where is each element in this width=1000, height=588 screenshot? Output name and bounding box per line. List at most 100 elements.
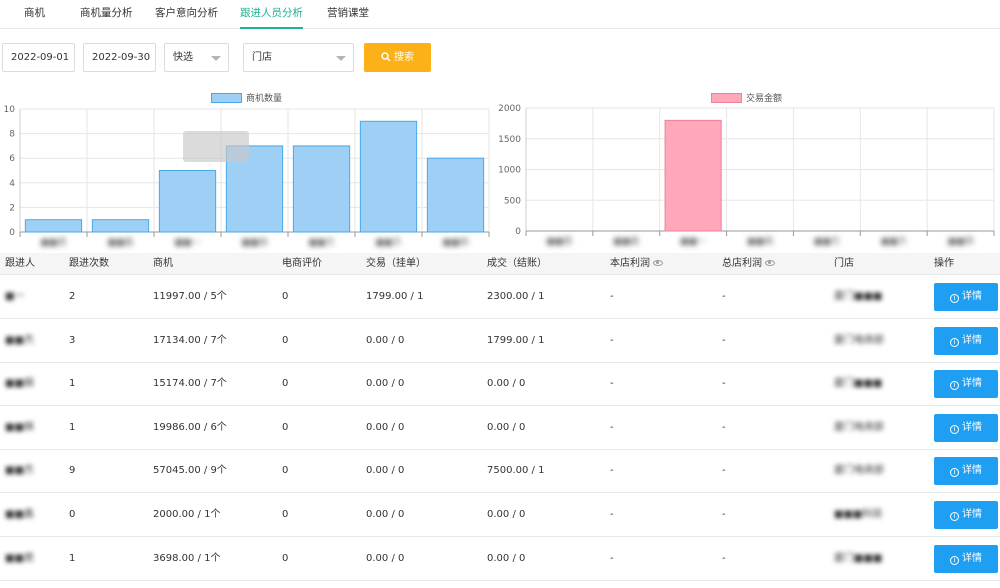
x-tick-label: ■■鑫 xyxy=(107,236,133,248)
detail-button-label: 详情 xyxy=(962,378,982,390)
follower-name: ■■鑫 xyxy=(5,509,34,520)
info-icon: i xyxy=(950,294,959,303)
info-icon: i xyxy=(950,555,959,565)
detail-button[interactable]: i 详情 xyxy=(934,283,998,311)
opportunity-summary: 19986.00 / 6个 xyxy=(153,421,227,433)
transaction-amount-chart: 0 500 1000 1500 2000 ■■君 ■■鑫 ■■一 ■■娟 ■■杰 ■■杰 ■■棋 xyxy=(498,104,995,247)
col-actions: 操作 xyxy=(934,258,954,269)
chart1-legend[interactable]: 商机数量 xyxy=(211,91,282,104)
x-tick-label: ■■杰 xyxy=(308,236,334,248)
detail-button[interactable]: i 详情 xyxy=(934,413,998,442)
detail-button-label: 详情 xyxy=(962,421,982,433)
store-name: 厦门电商部 xyxy=(834,421,884,433)
tab-opportunities[interactable]: 商机 xyxy=(24,7,45,19)
quick-select-value: 快选 xyxy=(173,52,193,63)
opportunity-count-chart: 0 2 4 6 8 10 ■■君 ■■鑫 ■■一 ■■娟 ■■杰 ■■杰 ■■棋 xyxy=(4,105,490,248)
x-tick-label: ■■杰 xyxy=(375,236,401,248)
tab-opportunity-analysis[interactable]: 商机量分析 xyxy=(80,7,133,19)
detail-button-label: 详情 xyxy=(962,334,982,346)
opportunity-summary: 11997.00 / 5个 xyxy=(153,291,227,302)
y-tick-label: 500 xyxy=(504,196,521,206)
x-tick-label: ■■鑫 xyxy=(613,235,639,247)
col-store[interactable]: 门店 xyxy=(834,258,854,269)
chart2-legend[interactable]: 交易金额 xyxy=(711,91,782,104)
chart1-legend-label: 商机数量 xyxy=(246,94,283,104)
deal-summary: 0.00 / 0 xyxy=(487,378,526,390)
store-select-value: 门店 xyxy=(252,52,272,63)
detail-button[interactable]: i 详情 xyxy=(934,457,998,486)
table-row: ■一 2 11997.00 / 5个 0 1799.00 / 1 2300.00 / 1 -… xyxy=(0,275,1000,319)
search-icon xyxy=(381,52,391,62)
x-tick-label: ■■一 xyxy=(174,238,200,248)
store-profit: - xyxy=(610,291,614,302)
y-tick-label: 2000 xyxy=(498,104,521,114)
detail-button-label: 详情 xyxy=(962,552,982,564)
opportunity-summary: 15174.00 / 7个 xyxy=(153,378,227,390)
trade-summary: 0.00 / 0 xyxy=(366,421,405,433)
col-follow-count[interactable]: 跟进次数 xyxy=(69,258,109,269)
hq-profit: - xyxy=(722,552,726,564)
table-row: ■■杰 9 57045.00 / 9个 0 0.00 / 0 7500.00 / 1 - - 厦… xyxy=(0,449,1000,494)
table-row: ■■杰 3 17134.00 / 7个 0 0.00 / 0 1799.00 / 1 - - 厦… xyxy=(0,319,1000,363)
store-select-dropdown[interactable]: 门店 xyxy=(243,43,354,72)
ecommerce-review: 0 xyxy=(282,378,289,390)
chart1-legend-swatch xyxy=(211,93,242,103)
quick-select-dropdown[interactable]: 快选 xyxy=(164,43,229,72)
y-tick-label: 10 xyxy=(4,105,16,115)
deal-summary: 0.00 / 0 xyxy=(487,421,526,433)
y-tick-label: 6 xyxy=(9,154,15,164)
detail-button[interactable]: i 详情 xyxy=(934,326,998,355)
info-icon: i xyxy=(950,337,959,347)
store-name: 厦门电商部 xyxy=(834,465,884,477)
tab-follow-up-staff-analysis[interactable]: 跟进人员分析 xyxy=(240,0,303,29)
end-date-input[interactable]: 2022-09-30 xyxy=(83,43,156,72)
search-button[interactable]: 搜索 xyxy=(364,43,431,72)
store-profit: - xyxy=(610,465,614,477)
x-tick-label: ■■杰 xyxy=(881,235,907,247)
info-icon: i xyxy=(950,468,959,478)
trade-summary: 0.00 / 0 xyxy=(366,334,405,346)
tab-customer-intent-analysis[interactable]: 客户意向分析 xyxy=(155,7,218,19)
detail-button[interactable]: i 详情 xyxy=(934,501,998,529)
trade-summary: 0.00 / 0 xyxy=(366,465,405,477)
detail-button[interactable]: i 详情 xyxy=(934,544,998,573)
follow-count: 9 xyxy=(69,465,76,477)
y-tick-label: 1000 xyxy=(498,166,521,176)
hq-profit: - xyxy=(722,421,726,433)
x-tick-label: ■■娟 xyxy=(241,236,267,248)
deal-summary: 1799.00 / 1 xyxy=(487,334,545,346)
detail-button[interactable]: i 详情 xyxy=(934,370,998,399)
opportunity-summary: 17134.00 / 7个 xyxy=(153,334,227,346)
hq-profit: - xyxy=(722,334,726,346)
follow-count: 1 xyxy=(69,552,76,564)
detail-button-label: 详情 xyxy=(962,291,982,302)
detail-button-label: 详情 xyxy=(962,509,982,520)
store-name: ■■■科技 xyxy=(834,509,883,520)
col-ecommerce-review[interactable]: 电商评价 xyxy=(282,258,322,269)
store-name: 厦门■■■ xyxy=(834,291,883,302)
y-tick-label: 1500 xyxy=(498,135,521,145)
col-trade[interactable]: 交易（挂单） xyxy=(366,258,426,269)
info-icon: i xyxy=(950,381,959,391)
deal-summary: 0.00 / 0 xyxy=(487,509,526,520)
bar xyxy=(24,219,83,233)
x-tick-label: ■■棋 xyxy=(948,235,974,247)
store-profit: - xyxy=(610,509,614,520)
start-date-input[interactable]: 2022-09-01 xyxy=(2,43,75,72)
col-follower[interactable]: 跟进人 xyxy=(5,258,35,269)
hq-profit: - xyxy=(722,509,726,520)
y-tick-label: 0 xyxy=(515,227,521,237)
ecommerce-review: 0 xyxy=(282,465,289,477)
tab-marketing-class[interactable]: 营销课堂 xyxy=(327,7,369,19)
bar xyxy=(664,119,722,232)
chevron-down-icon xyxy=(211,56,221,61)
opportunity-summary: 2000.00 / 1个 xyxy=(153,509,221,520)
col-store-profit[interactable]: 本店利润 xyxy=(610,253,663,275)
chevron-down-icon xyxy=(336,56,346,61)
col-deal[interactable]: 成交（结账） xyxy=(487,258,547,269)
col-hq-profit[interactable]: 总店利润 xyxy=(722,253,775,275)
eye-icon[interactable] xyxy=(653,260,663,266)
eye-icon[interactable] xyxy=(765,260,775,266)
hq-profit: - xyxy=(722,291,726,302)
col-opportunities[interactable]: 商机 xyxy=(153,258,173,269)
